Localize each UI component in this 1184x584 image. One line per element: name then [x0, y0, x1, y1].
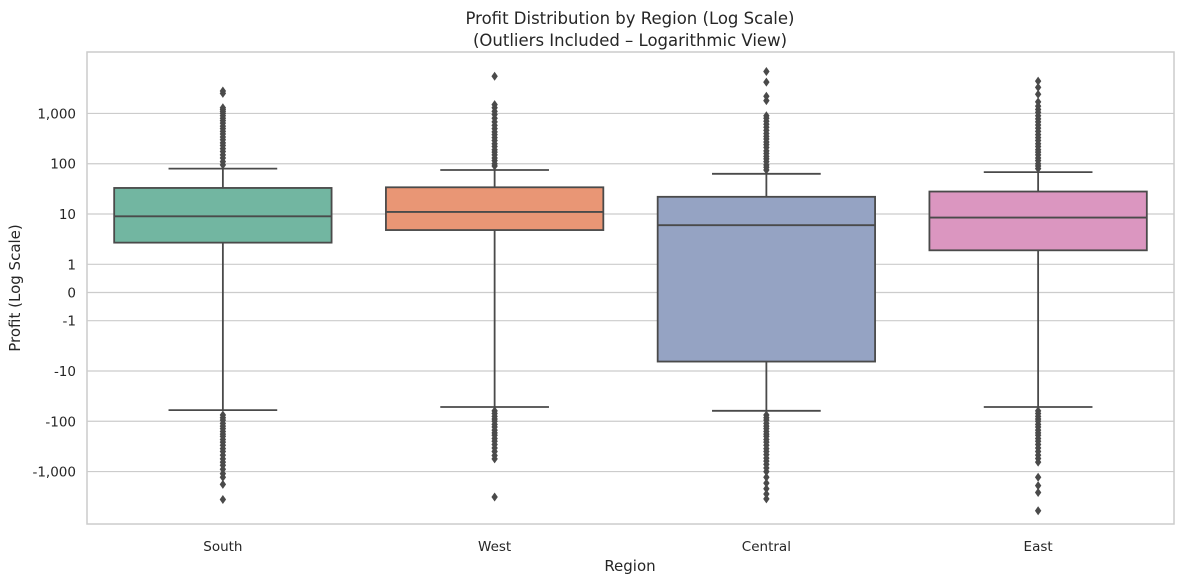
x-tick-label: East — [1024, 539, 1053, 555]
y-tick-label: 0 — [67, 286, 76, 302]
outlier-point — [219, 472, 227, 482]
y-tick-label: -1 — [63, 314, 76, 330]
outlier-point — [763, 489, 770, 499]
outlier-point — [219, 103, 227, 113]
outlier-point — [1034, 82, 1042, 92]
outlier-point — [763, 77, 770, 87]
box-group-central — [656, 67, 876, 504]
outlier-point — [219, 479, 227, 489]
outlier-point — [219, 495, 227, 505]
x-tick-labels: South West Central East — [203, 539, 1052, 555]
y-tick-label: 1,000 — [37, 106, 76, 122]
y-tick-label: -1,000 — [32, 465, 76, 481]
outlier-point — [763, 494, 770, 504]
outlier-point — [763, 111, 770, 121]
plot-frame — [86, 51, 1175, 525]
y-tick-label: -100 — [45, 414, 76, 430]
y-tick-label: -10 — [54, 364, 76, 380]
outlier-point — [1034, 472, 1042, 482]
iqr-box — [928, 190, 1148, 252]
box-group-west — [385, 71, 605, 502]
outlier-point — [763, 472, 770, 482]
outlier-point — [763, 67, 770, 77]
outlier-point — [763, 91, 770, 101]
outlier-point — [491, 492, 498, 502]
chart-subtitle: (Outliers Included – Logarithmic View) — [473, 31, 787, 50]
box-group-south — [113, 86, 333, 505]
y-axis-label: Profit (Log Scale) — [6, 224, 24, 352]
x-tick-label: South — [203, 539, 242, 555]
outlier-point — [1034, 487, 1042, 497]
boxes — [113, 67, 1148, 516]
outlier-point — [491, 100, 498, 110]
outlier-point — [1034, 97, 1042, 107]
chart-title: Profit Distribution by Region (Log Scale… — [466, 9, 795, 28]
y-tick-label: 10 — [59, 207, 76, 223]
outlier-point — [491, 71, 498, 81]
outlier-point — [1034, 89, 1042, 99]
outlier-point — [1034, 457, 1042, 467]
iqr-box — [113, 187, 333, 244]
x-tick-label: West — [478, 539, 511, 555]
outlier-point — [1034, 76, 1042, 86]
y-tick-label: 100 — [50, 157, 76, 173]
box-group-east — [928, 76, 1148, 516]
outlier-point — [219, 86, 227, 96]
outlier-point — [763, 484, 770, 494]
iqr-box — [385, 186, 605, 231]
y-tick-label: 1 — [67, 257, 76, 273]
iqr-box — [656, 195, 876, 363]
outlier-point — [1034, 506, 1042, 516]
gridlines — [87, 112, 1174, 473]
outlier-point — [1034, 481, 1042, 491]
x-axis-label: Region — [604, 557, 655, 575]
x-tick-label: Central — [742, 539, 791, 555]
outlier-point — [763, 478, 770, 488]
outlier-point — [491, 454, 498, 464]
outlier-point — [763, 467, 770, 477]
